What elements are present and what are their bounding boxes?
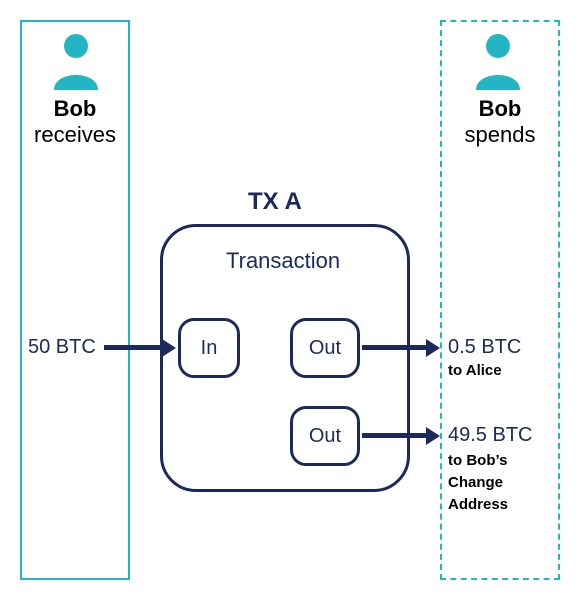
output2-dest-line3: Address <box>448 494 508 516</box>
in-box-label: In <box>201 337 218 360</box>
output1-dest: to Alice <box>448 362 502 379</box>
transaction-label: Transaction <box>226 248 340 274</box>
right-title-line2: spends <box>440 122 560 148</box>
out-box-2-label: Out <box>309 425 341 448</box>
tx-title: TX A <box>248 188 302 216</box>
in-box: In <box>178 318 240 378</box>
out-box-2: Out <box>290 406 360 466</box>
left-title-line2: receives <box>20 122 130 148</box>
output1-amount: 0.5 BTC <box>448 336 521 359</box>
output2-dest: to Bob’s Change Address <box>448 450 508 516</box>
person-icon <box>472 32 524 90</box>
out-box-1-label: Out <box>309 337 341 360</box>
input-amount: 50 BTC <box>28 336 96 359</box>
out-box-1: Out <box>290 318 360 378</box>
output2-dest-line2: Change <box>448 472 508 494</box>
diagram-stage: Bob receives 50 BTC Bob spends TX A Tran… <box>0 0 578 608</box>
output2-amount: 49.5 BTC <box>448 424 532 447</box>
right-panel-title: Bob spends <box>440 96 560 148</box>
output2-dest-line1: to Bob’s <box>448 450 508 472</box>
person-icon <box>50 32 102 90</box>
left-panel-title: Bob receives <box>20 96 130 148</box>
right-title-line1: Bob <box>440 96 560 122</box>
left-title-line1: Bob <box>20 96 130 122</box>
